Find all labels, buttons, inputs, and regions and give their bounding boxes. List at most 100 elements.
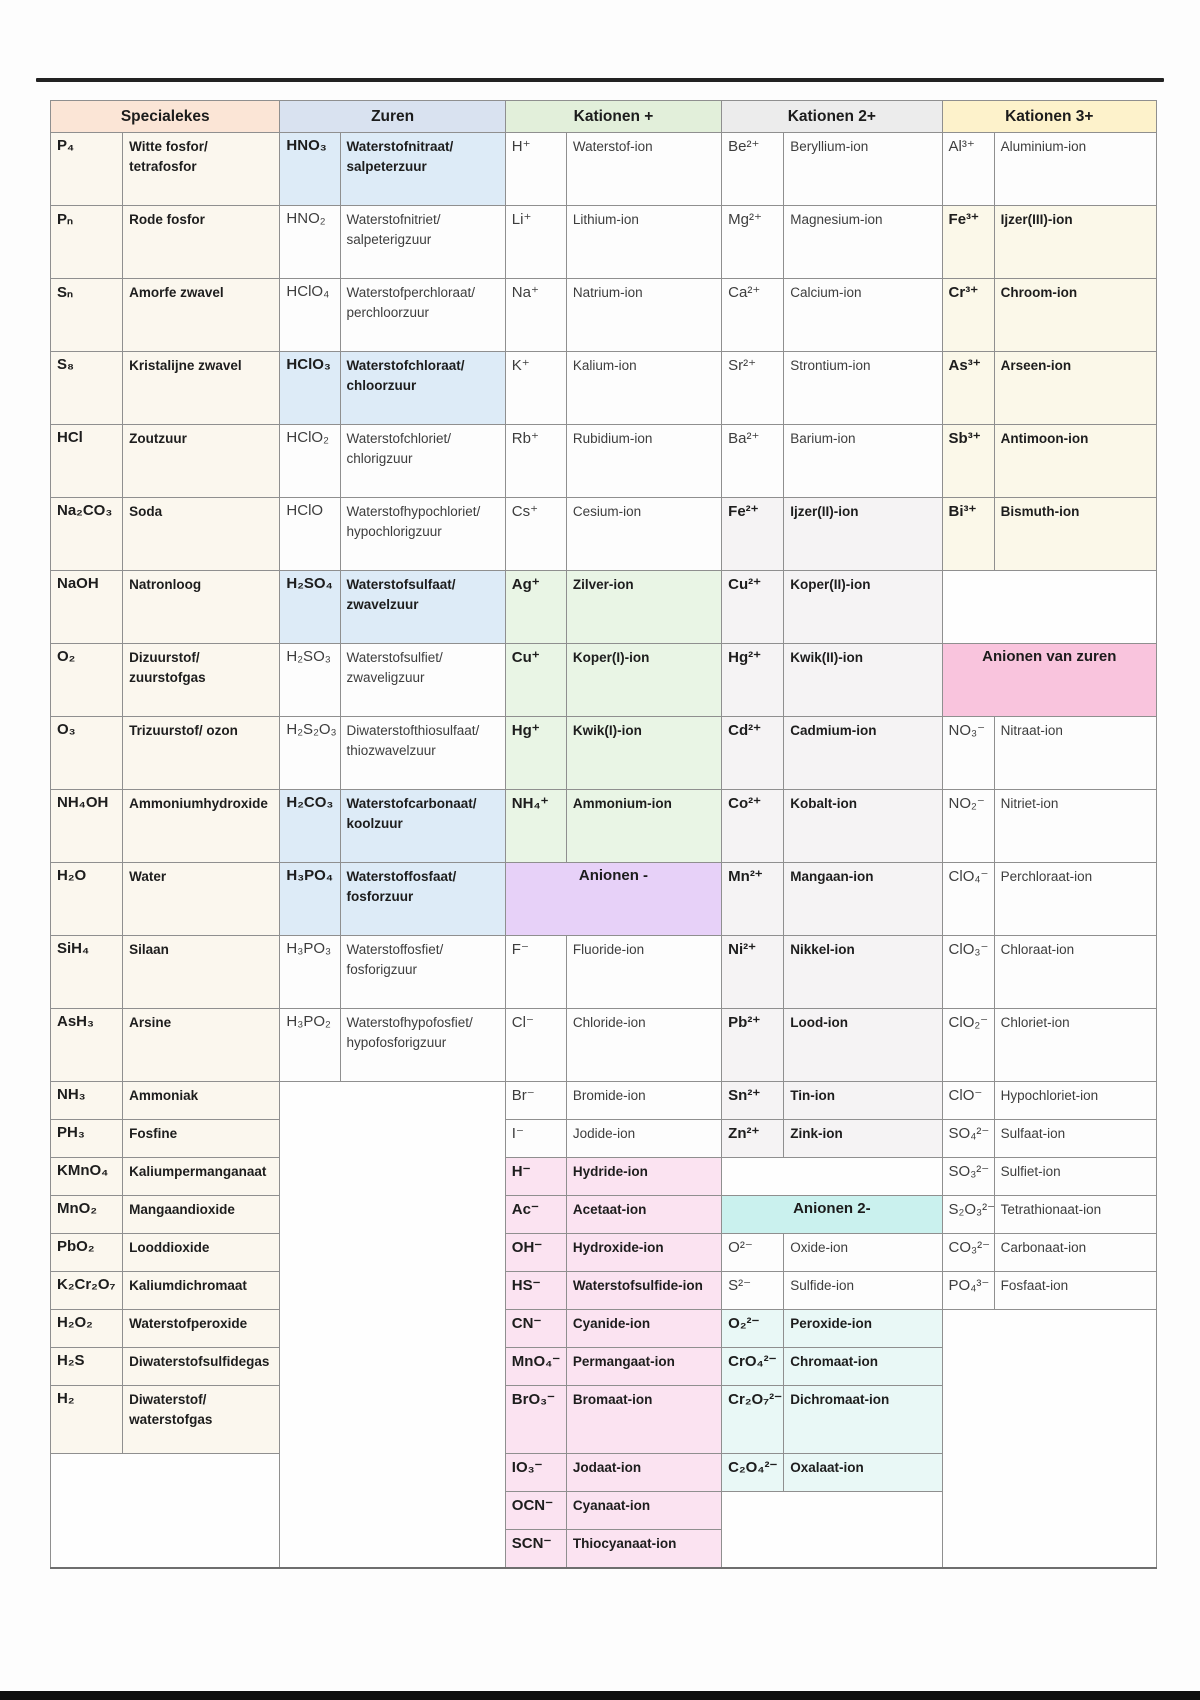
column-group-header: Kationen 3+ — [941, 100, 1158, 133]
name-cell: Kobalt-ion — [783, 789, 943, 863]
formula-cell: K₂Cr₂O₇ — [49, 1271, 124, 1310]
formula-cell: Ac⁻ — [504, 1195, 567, 1234]
name-cell: Zink-ion — [783, 1119, 943, 1158]
formula-cell: Cr³⁺ — [941, 278, 995, 352]
name-cell: Strontium-ion — [783, 351, 943, 425]
name-cell: Ammoniak — [122, 1081, 281, 1120]
name-cell: Beryllium-ion — [783, 132, 943, 206]
formula-cell: Sr²⁺ — [721, 351, 785, 425]
table-row: H₂O₂ Waterstofperoxide CN⁻ Cyanide-ion O₂²⁻ P… — [49, 1309, 1158, 1568]
name-cell: Fluoride-ion — [565, 935, 723, 1009]
formula-cell: Zn²⁺ — [721, 1119, 785, 1158]
empty-cell — [941, 1309, 1158, 1568]
table-row: AsH₃ Arsine H₃PO₂ Waterstofhypofosfiet/ hyp… — [49, 1008, 1158, 1082]
name-cell: Waterstofcarbonaat/ koolzuur — [339, 789, 506, 863]
formula-cell: Be²⁺ — [721, 132, 785, 206]
formula-cell: Hg⁺ — [504, 716, 567, 790]
name-cell: Fosfine — [122, 1119, 281, 1158]
name-cell: Soda — [122, 497, 281, 571]
formula-cell: P₄ — [49, 132, 124, 206]
name-cell: Peroxide-ion — [783, 1309, 943, 1348]
name-cell: Cesium-ion — [565, 497, 723, 571]
name-cell: Rode fosfor — [122, 205, 281, 279]
section-header-cell: Anionen 2- — [721, 1195, 943, 1234]
table-row: MnO₂ Mangaandioxide Ac⁻ Acetaat-ion Anionen … — [49, 1195, 1158, 1234]
column-group-header: Specialekes — [49, 100, 281, 133]
name-cell: Zoutzuur — [122, 424, 281, 498]
formula-cell: BrO₃⁻ — [504, 1385, 567, 1454]
formula-cell: H₂O — [49, 862, 124, 936]
formula-cell: Al³⁺ — [941, 132, 995, 206]
horizontal-rule — [36, 78, 1164, 82]
formula-cell: HClO₂ — [279, 424, 341, 498]
table-row: H₂S Diwaterstofsulfidegas MnO₄⁻ Permangaat-… — [49, 1347, 1157, 1386]
formula-cell: AsH₃ — [49, 1008, 124, 1082]
name-cell: Ijzer(III)-ion — [993, 205, 1158, 279]
table-row: OCN⁻ Cyanaat-ion — [51, 1491, 1157, 1568]
name-cell: Cadmium-ion — [783, 716, 943, 790]
name-cell: Permangaat-ion — [565, 1347, 723, 1386]
formula-cell: H₂S — [49, 1347, 124, 1386]
formula-cell: PH₃ — [49, 1119, 124, 1158]
name-cell: Oxide-ion — [783, 1233, 943, 1272]
formula-cell: H₃PO₃ — [279, 935, 341, 1009]
name-cell: Natronloog — [122, 570, 281, 644]
formula-cell: ClO₂⁻ — [941, 1008, 995, 1082]
formula-cell: H₂CO₃ — [279, 789, 341, 863]
name-cell: Kwik(I)-ion — [565, 716, 723, 790]
name-cell: Nikkel-ion — [783, 935, 943, 1009]
table-row: NaOH Natronloog H₂SO₄ Waterstofsulfaat/ zwa… — [49, 570, 1158, 644]
name-cell: Waterstofnitraat/ salpeterzuur — [339, 132, 506, 206]
name-cell: Tetrathionaat-ion — [993, 1195, 1158, 1234]
name-cell: Jodaat-ion — [565, 1453, 723, 1492]
formula-cell: H₂O₂ — [49, 1309, 124, 1348]
formula-cell: HClO₄ — [279, 278, 341, 352]
name-cell: Waterstofhypochloriet/ hypochlorigzuur — [339, 497, 506, 571]
formula-cell: Cs⁺ — [504, 497, 567, 571]
table-row: O₂ Dizuurstof/ zuurstofgas H₂SO₃ Waterstofs… — [49, 643, 1158, 717]
formula-cell: Li⁺ — [504, 205, 567, 279]
formula-cell: Ag⁺ — [504, 570, 567, 644]
column-group-header: Kationen 2+ — [721, 100, 943, 133]
name-cell: Koper(II)-ion — [783, 570, 943, 644]
name-cell: Waterstofsulfaat/ zwavelzuur — [339, 570, 506, 644]
name-cell: Jodide-ion — [565, 1119, 723, 1158]
formula-cell: H₂S₂O₃ — [279, 716, 341, 790]
column-group-header: Kationen + — [504, 100, 723, 133]
empty-cell — [721, 1157, 943, 1196]
table-body: P₄ Witte fosfor/ tetrafosfor HNO₃ Waterstof… — [49, 132, 1158, 1568]
formula-cell: C₂O₄²⁻ — [721, 1453, 785, 1492]
table-row: P₄ Witte fosfor/ tetrafosfor HNO₃ Waterstof… — [49, 132, 1158, 206]
formula-cell: MnO₂ — [49, 1195, 124, 1234]
formula-cell: Cu²⁺ — [721, 570, 785, 644]
formula-cell: SO₃²⁻ — [941, 1157, 995, 1196]
empty-cell — [49, 1453, 281, 1568]
table-row: IO₃⁻ Jodaat-ion C₂O₄²⁻ Oxalaat-ion — [49, 1453, 1157, 1568]
name-cell: Rubidium-ion — [565, 424, 723, 498]
name-cell: Aluminium-ion — [993, 132, 1158, 206]
formula-cell: H₂SO₄ — [279, 570, 341, 644]
formula-cell: Na₂CO₃ — [49, 497, 124, 571]
table-row: Pₙ Rode fosfor HNO₂ Waterstofnitriet/ salpe… — [49, 205, 1158, 279]
header-row: Specialekes Zuren Kationen + Kationen 2+ Kat… — [49, 100, 1158, 133]
name-cell: Waterstofsulfiet/ zwaveligzuur — [339, 643, 506, 717]
name-cell: Fosfaat-ion — [993, 1271, 1158, 1310]
formula-cell: PO₄³⁻ — [941, 1271, 995, 1310]
formula-cell: O₂²⁻ — [721, 1309, 785, 1348]
name-cell: Nitraat-ion — [993, 716, 1158, 790]
section-header-cell: Anionen van zuren — [941, 643, 1158, 717]
name-cell: Arseen-ion — [993, 351, 1158, 425]
formula-cell: OCN⁻ — [504, 1491, 567, 1530]
formula-cell: SiH₄ — [49, 935, 124, 1009]
formula-cell: Ni²⁺ — [721, 935, 785, 1009]
name-cell: Kaliumpermanganaat — [122, 1157, 281, 1196]
formula-cell: HS⁻ — [504, 1271, 567, 1310]
name-cell: Waterstoffosfaat/ fosforzuur — [339, 862, 506, 936]
name-cell: Water — [122, 862, 281, 936]
formula-cell: CrO₄²⁻ — [721, 1347, 785, 1386]
name-cell: Acetaat-ion — [565, 1195, 723, 1234]
table-row: SiH₄ Silaan H₃PO₃ Waterstoffosfiet/ fosfori… — [49, 935, 1158, 1009]
name-cell: Antimoon-ion — [993, 424, 1158, 498]
formula-cell: OH⁻ — [504, 1233, 567, 1272]
